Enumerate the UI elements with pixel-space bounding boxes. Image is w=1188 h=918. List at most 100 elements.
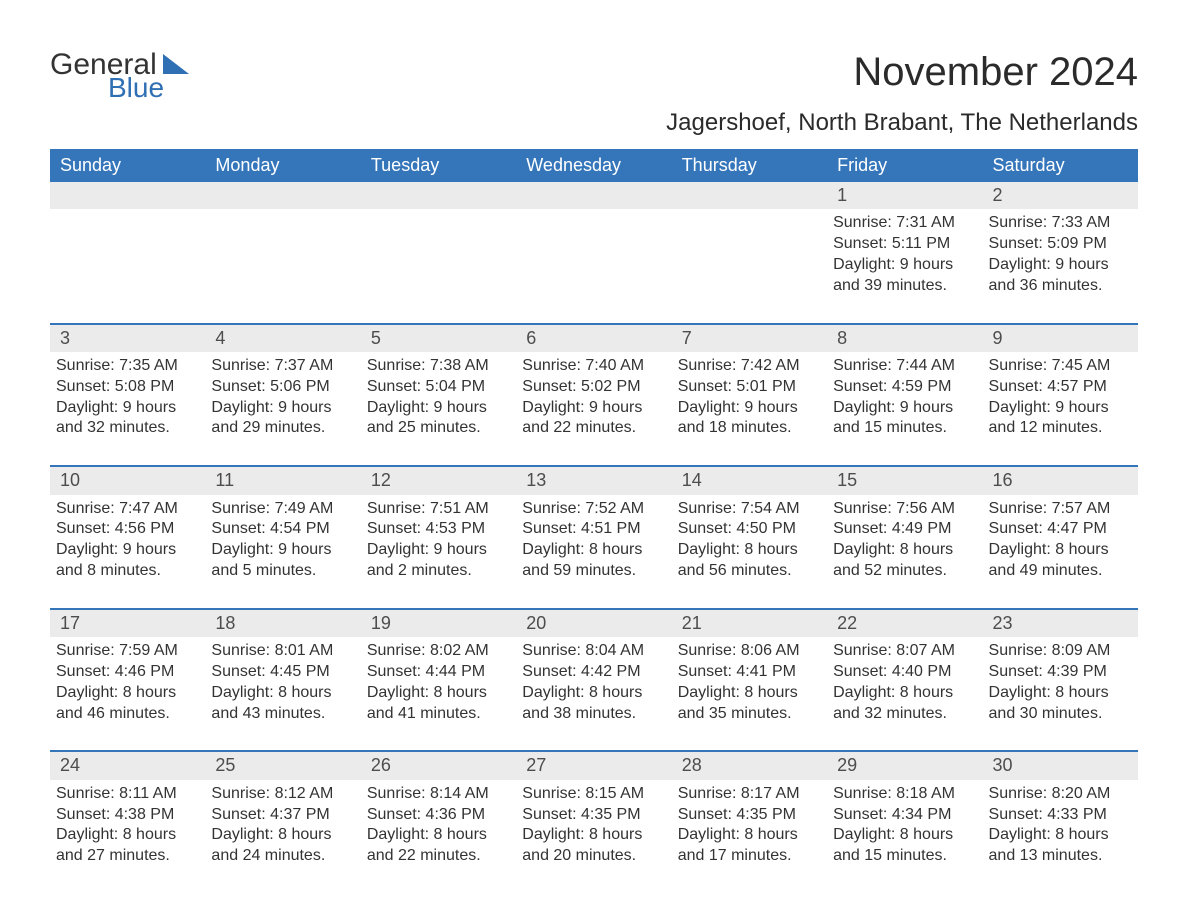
- day-dl1: Daylight: 9 hours: [833, 255, 976, 276]
- day-body: [522, 213, 665, 289]
- day-dl2: and 12 minutes.: [989, 418, 1132, 439]
- day-body: Sunrise: 7:33 AMSunset: 5:09 PMDaylight:…: [989, 213, 1132, 296]
- day-number: [50, 182, 205, 209]
- week-row: 3 Sunrise: 7:35 AMSunset: 5:08 PMDaylight…: [50, 323, 1138, 450]
- day-dl1: Daylight: 9 hours: [367, 540, 510, 561]
- day-sunrise: Sunrise: 8:12 AM: [211, 784, 354, 805]
- day-number: [205, 182, 360, 209]
- day-body: Sunrise: 8:17 AMSunset: 4:35 PMDaylight:…: [678, 784, 821, 867]
- day-dl2: and 8 minutes.: [56, 561, 199, 582]
- day-sunset: Sunset: 5:06 PM: [211, 377, 354, 398]
- day-dl1: Daylight: 8 hours: [989, 683, 1132, 704]
- day-number: 7: [672, 325, 827, 352]
- day-sunset: Sunset: 4:39 PM: [989, 662, 1132, 683]
- day-sunrise: Sunrise: 8:17 AM: [678, 784, 821, 805]
- dow-monday: Monday: [205, 149, 360, 182]
- day-sunrise: Sunrise: 8:02 AM: [367, 641, 510, 662]
- day-cell: 30Sunrise: 8:20 AMSunset: 4:33 PMDayligh…: [983, 752, 1138, 877]
- day-body: Sunrise: 7:35 AMSunset: 5:08 PMDaylight:…: [56, 356, 199, 439]
- day-dl1: Daylight: 8 hours: [56, 683, 199, 704]
- day-cell: 19 Sunrise: 8:02 AMSunset: 4:44 PMDayligh…: [361, 610, 516, 735]
- day-dl2: and 15 minutes.: [833, 418, 976, 439]
- day-dl2: and 22 minutes.: [367, 846, 510, 867]
- day-sunrise: Sunrise: 7:47 AM: [56, 499, 199, 520]
- day-body: Sunrise: 8:14 AMSunset: 4:36 PMDaylight:…: [367, 784, 510, 867]
- day-number: 4: [205, 325, 360, 352]
- day-sunrise: Sunrise: 7:52 AM: [522, 499, 665, 520]
- day-sunrise: Sunrise: 7:57 AM: [989, 499, 1132, 520]
- day-sunset: Sunset: 4:47 PM: [989, 519, 1132, 540]
- day-number: 19: [361, 610, 516, 637]
- day-number: 10: [50, 467, 205, 494]
- week-row: 1Sunrise: 7:31 AMSunset: 5:11 PMDaylight…: [50, 182, 1138, 307]
- day-dl1: Daylight: 8 hours: [367, 825, 510, 846]
- day-sunrise: Sunrise: 8:14 AM: [367, 784, 510, 805]
- day-dl1: Daylight: 8 hours: [211, 683, 354, 704]
- day-number: [516, 182, 671, 209]
- day-sunset: Sunset: 4:35 PM: [522, 805, 665, 826]
- day-sunset: Sunset: 4:33 PM: [989, 805, 1132, 826]
- day-number: 15: [827, 467, 982, 494]
- day-cell: 2Sunrise: 7:33 AMSunset: 5:09 PMDaylight…: [983, 182, 1138, 307]
- day-sunset: Sunset: 4:53 PM: [367, 519, 510, 540]
- day-sunset: Sunset: 4:50 PM: [678, 519, 821, 540]
- day-dl1: Daylight: 8 hours: [833, 683, 976, 704]
- day-body: Sunrise: 7:52 AMSunset: 4:51 PMDaylight:…: [522, 499, 665, 582]
- day-dl1: Daylight: 8 hours: [678, 683, 821, 704]
- day-sunset: Sunset: 4:34 PM: [833, 805, 976, 826]
- day-sunrise: Sunrise: 8:18 AM: [833, 784, 976, 805]
- calendar: Sunday Monday Tuesday Wednesday Thursday…: [50, 149, 1138, 877]
- day-sunset: Sunset: 4:46 PM: [56, 662, 199, 683]
- day-cell: 27Sunrise: 8:15 AMSunset: 4:35 PMDayligh…: [516, 752, 671, 877]
- day-number: 9: [983, 325, 1138, 352]
- day-dl1: Daylight: 8 hours: [367, 683, 510, 704]
- day-sunrise: Sunrise: 7:42 AM: [678, 356, 821, 377]
- day-cell: 14Sunrise: 7:54 AMSunset: 4:50 PMDayligh…: [672, 467, 827, 592]
- day-dl1: Daylight: 8 hours: [678, 825, 821, 846]
- day-cell: 10 Sunrise: 7:47 AMSunset: 4:56 PMDayligh…: [50, 467, 205, 592]
- day-dl2: and 2 minutes.: [367, 561, 510, 582]
- day-sunset: Sunset: 4:41 PM: [678, 662, 821, 683]
- day-sunset: Sunset: 5:02 PM: [522, 377, 665, 398]
- day-sunrise: Sunrise: 7:37 AM: [211, 356, 354, 377]
- day-number: [361, 182, 516, 209]
- day-body: [211, 213, 354, 289]
- day-number: 1: [827, 182, 982, 209]
- day-body: Sunrise: 8:07 AMSunset: 4:40 PMDaylight:…: [833, 641, 976, 724]
- day-dl2: and 32 minutes.: [56, 418, 199, 439]
- day-body: Sunrise: 7:42 AMSunset: 5:01 PMDaylight:…: [678, 356, 821, 439]
- day-number: 18: [205, 610, 360, 637]
- month-title: November 2024: [666, 50, 1138, 95]
- day-dl2: and 17 minutes.: [678, 846, 821, 867]
- day-cell: [361, 182, 516, 307]
- day-number: 24: [50, 752, 205, 779]
- day-dl2: and 38 minutes.: [522, 704, 665, 725]
- day-dl2: and 24 minutes.: [211, 846, 354, 867]
- day-sunrise: Sunrise: 7:44 AM: [833, 356, 976, 377]
- day-cell: 4Sunrise: 7:37 AMSunset: 5:06 PMDaylight…: [205, 325, 360, 450]
- day-sunset: Sunset: 4:45 PM: [211, 662, 354, 683]
- day-number: 3: [50, 325, 205, 352]
- day-body: Sunrise: 7:38 AMSunset: 5:04 PMDaylight:…: [367, 356, 510, 439]
- day-dl2: and 39 minutes.: [833, 276, 976, 297]
- day-cell: 25Sunrise: 8:12 AMSunset: 4:37 PMDayligh…: [205, 752, 360, 877]
- day-dl2: and 49 minutes.: [989, 561, 1132, 582]
- day-cell: 15 Sunrise: 7:56 AMSunset: 4:49 PMDayligh…: [827, 467, 982, 592]
- day-sunset: Sunset: 4:56 PM: [56, 519, 199, 540]
- dow-sunday: Sunday: [50, 149, 205, 182]
- day-sunrise: Sunrise: 8:11 AM: [56, 784, 199, 805]
- day-body: Sunrise: 7:59 AMSunset: 4:46 PMDaylight:…: [56, 641, 199, 724]
- day-sunset: Sunset: 5:09 PM: [989, 234, 1132, 255]
- day-number: 26: [361, 752, 516, 779]
- day-number: 8: [827, 325, 982, 352]
- dow-tuesday: Tuesday: [361, 149, 516, 182]
- day-dl2: and 13 minutes.: [989, 846, 1132, 867]
- page-header: General Blue November 2024 Jagershoef, N…: [50, 50, 1138, 137]
- brand-blue: Blue: [108, 74, 189, 102]
- week-row: 24Sunrise: 8:11 AMSunset: 4:38 PMDayligh…: [50, 750, 1138, 877]
- day-body: Sunrise: 8:01 AMSunset: 4:45 PMDaylight:…: [211, 641, 354, 724]
- day-body: Sunrise: 8:02 AMSunset: 4:44 PMDaylight:…: [367, 641, 510, 724]
- day-dl1: Daylight: 9 hours: [56, 540, 199, 561]
- day-body: Sunrise: 8:12 AMSunset: 4:37 PMDaylight:…: [211, 784, 354, 867]
- day-body: Sunrise: 7:56 AMSunset: 4:49 PMDaylight:…: [833, 499, 976, 582]
